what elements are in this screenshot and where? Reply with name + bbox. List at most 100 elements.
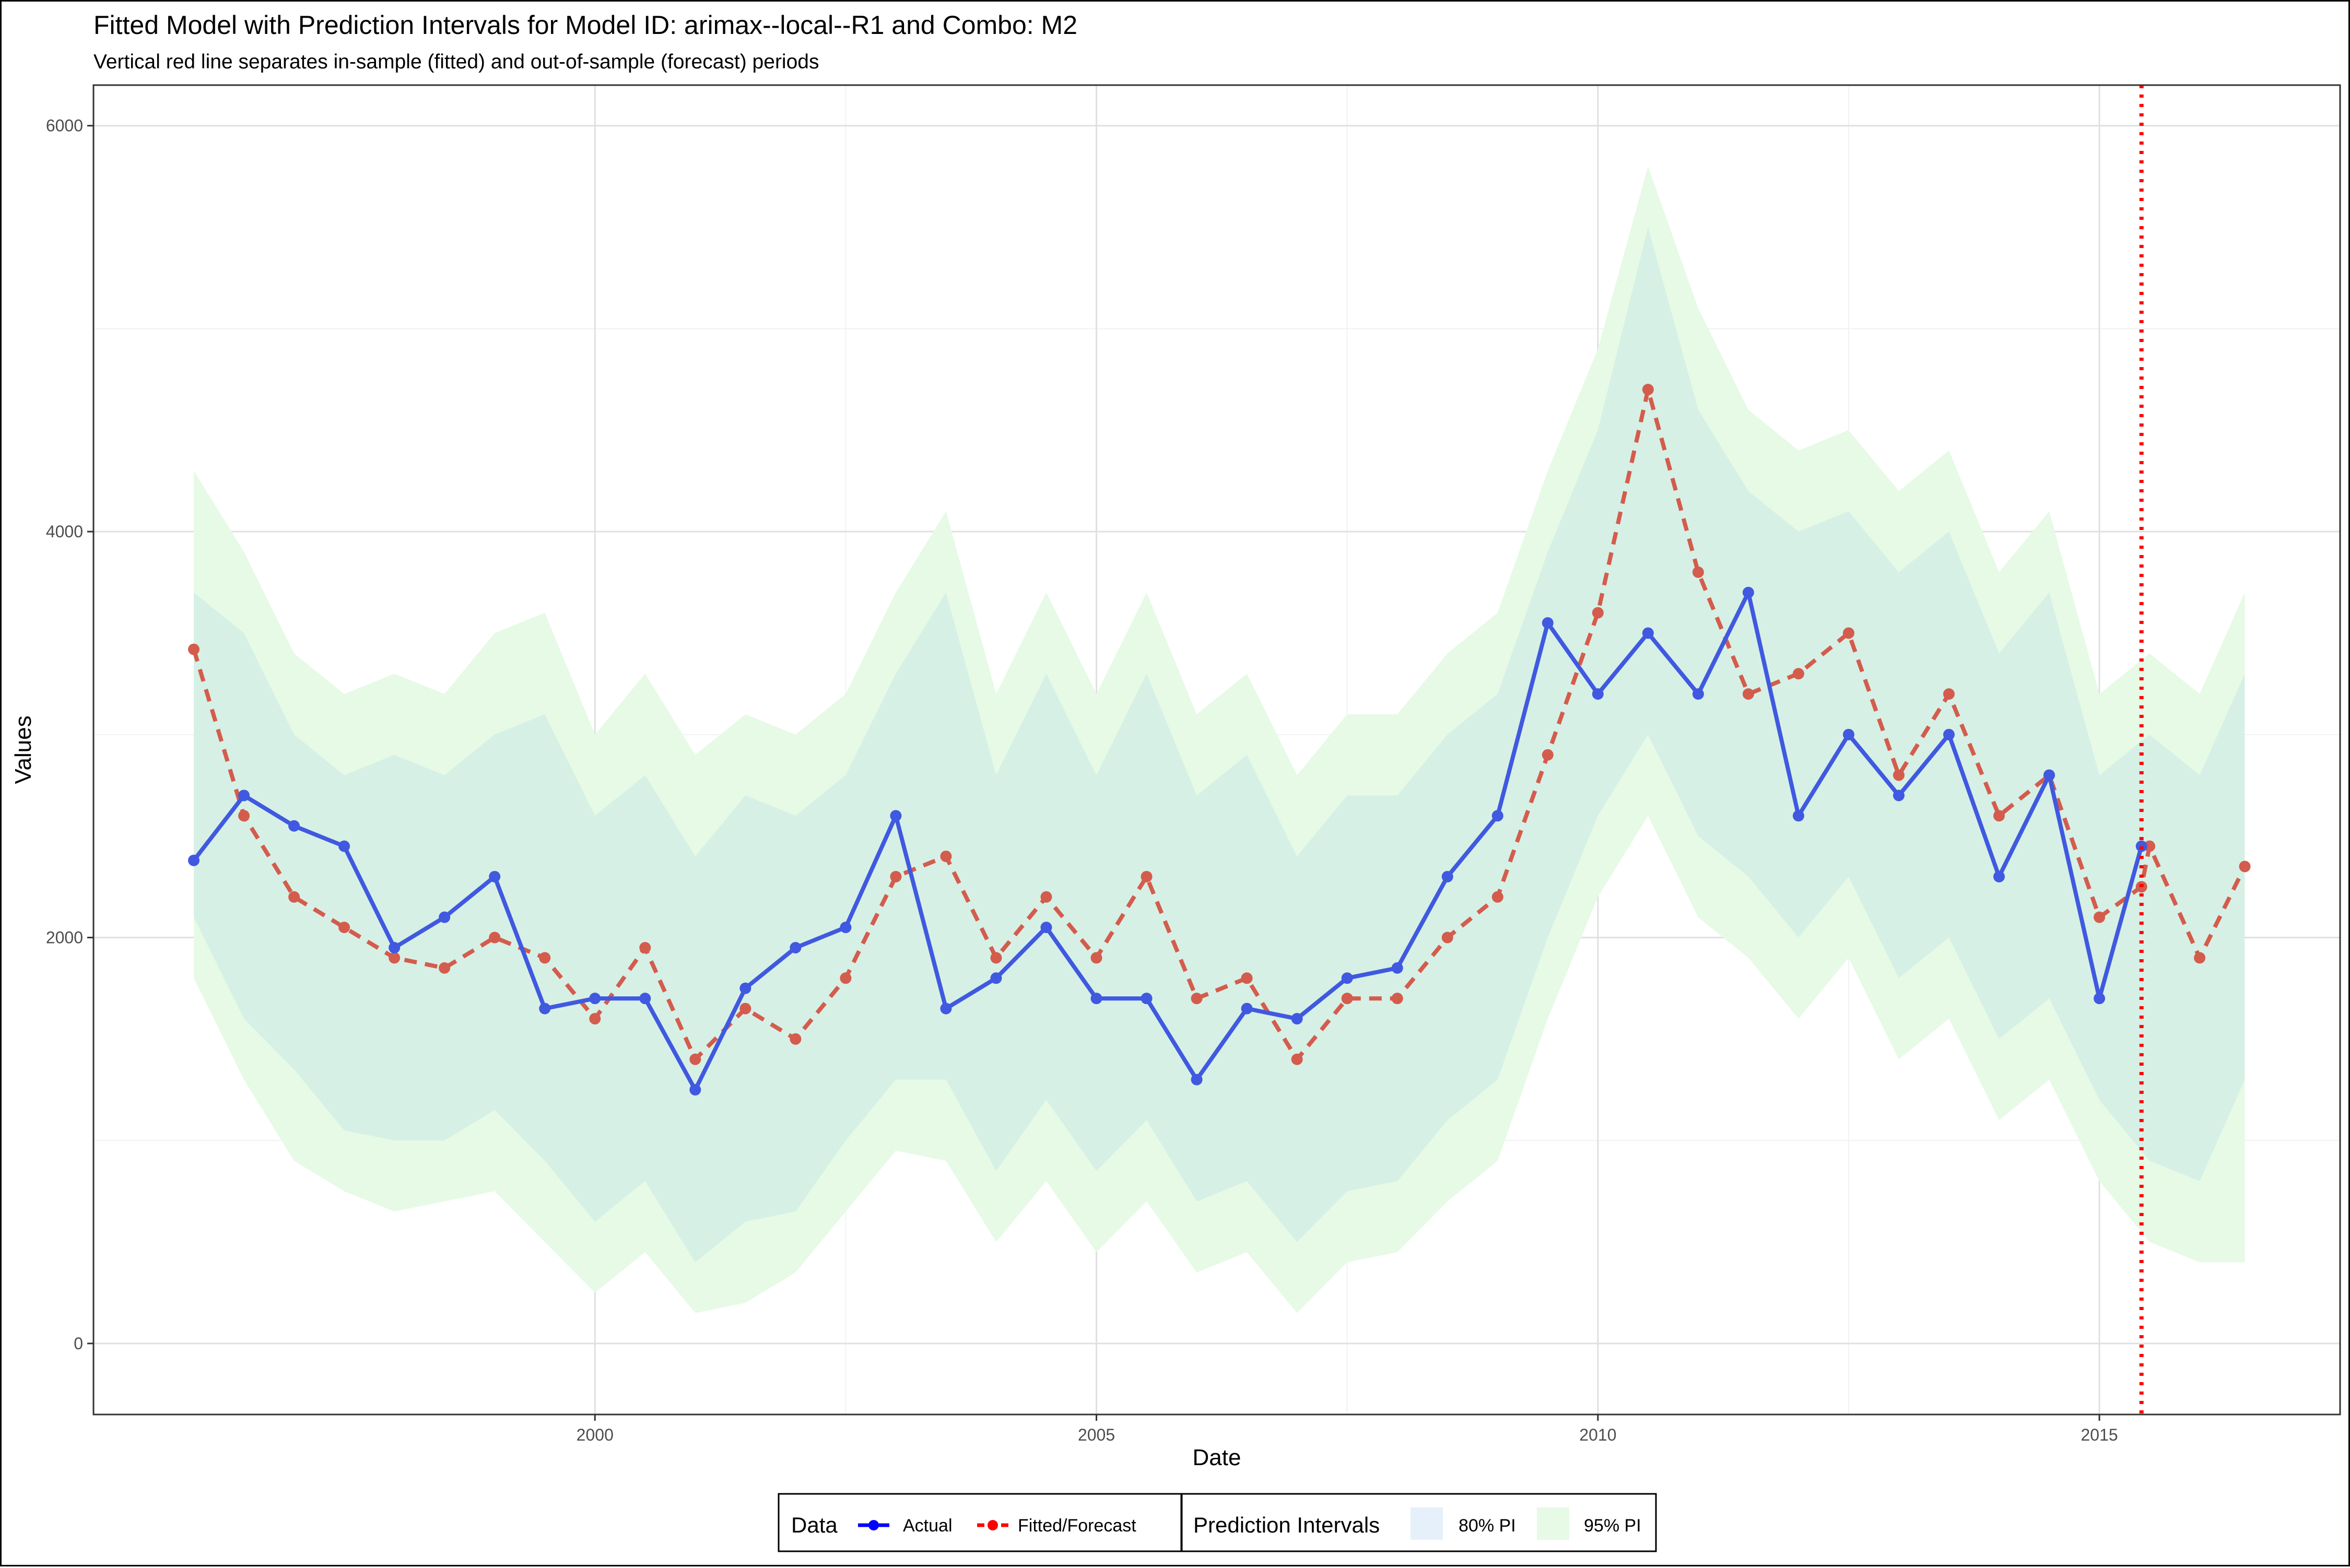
actual-point	[1692, 688, 1704, 700]
legend-data-box	[778, 1493, 1182, 1552]
legend-data: Data Actual Fitted/Forecast	[778, 1493, 1182, 1552]
actual-point	[1241, 1003, 1253, 1015]
panel-border	[92, 84, 2341, 1416]
fitted-point	[790, 1033, 802, 1045]
actual-point	[288, 820, 300, 832]
actual-point	[2043, 769, 2055, 781]
actual-point	[389, 941, 401, 953]
pi80-band	[194, 227, 2245, 1263]
actual-point	[1040, 922, 1052, 934]
fitted-point	[940, 851, 952, 863]
actual-point	[990, 972, 1002, 984]
fitted-point	[739, 1003, 751, 1015]
fitted-point	[990, 952, 1002, 964]
fitted-point	[1090, 952, 1102, 964]
actual-point	[1592, 688, 1604, 700]
fitted-point	[890, 870, 902, 882]
actual-point	[589, 993, 601, 1005]
fitted-point	[2239, 860, 2251, 873]
actual-point	[1191, 1074, 1203, 1086]
fitted-point	[1191, 993, 1203, 1005]
plot-area: 0 2000 4000 6000 2000 2005 2010 2015	[46, 84, 2341, 1444]
fitted-point	[1391, 993, 1403, 1005]
fitted-point	[539, 952, 551, 964]
chart-subtitle: Vertical red line separates in-sample (f…	[93, 51, 819, 73]
fitted-point	[2144, 840, 2156, 852]
x-tick-label: 2010	[1579, 1425, 1616, 1444]
legend-pi: Prediction Intervals 80% PI 95% PI	[1181, 1493, 1657, 1552]
legend-pi95-label: 95% PI	[1584, 1516, 1641, 1536]
actual-point	[1893, 789, 1905, 801]
fitted-point	[1542, 749, 1554, 761]
fitted-point	[689, 1053, 701, 1065]
legend-pi95-swatch	[1537, 1507, 1569, 1540]
actual-point	[338, 840, 350, 852]
actual-point	[439, 911, 451, 923]
actual-point	[539, 1003, 551, 1015]
fitted-point	[1141, 870, 1153, 882]
fitted-point	[639, 941, 651, 953]
actual-point	[1291, 1013, 1303, 1025]
legend-pi80-swatch	[1411, 1507, 1443, 1540]
actual-point	[1090, 993, 1102, 1005]
fitted-point	[1642, 384, 1654, 396]
actual-point	[840, 922, 852, 934]
fitted-point	[1491, 891, 1503, 903]
legend-actual-label: Actual	[903, 1516, 953, 1536]
actual-point	[2094, 993, 2106, 1005]
fitted-point	[1592, 607, 1604, 619]
fitted-point	[1692, 566, 1704, 578]
legend-data-title: Data	[791, 1513, 838, 1537]
y-tick-label: 6000	[46, 116, 83, 135]
fitted-point	[1441, 932, 1453, 944]
fitted-point	[1040, 891, 1052, 903]
actual-point	[790, 941, 802, 953]
legend-actual-marker	[868, 1520, 879, 1530]
actual-point	[1491, 810, 1503, 822]
actual-point	[1742, 586, 1754, 598]
x-tick-label: 2015	[2081, 1425, 2118, 1444]
actual-point	[1842, 728, 1854, 740]
y-tick-label: 0	[74, 1334, 83, 1353]
fitted-point	[288, 891, 300, 903]
x-axis-title: Date	[1193, 1445, 1241, 1470]
fitted-point	[1893, 769, 1905, 781]
actual-point	[1943, 728, 1955, 740]
actual-point	[238, 789, 250, 801]
fitted-point	[1993, 810, 2005, 822]
x-tick-label: 2000	[577, 1425, 614, 1444]
legend-fitted-marker	[988, 1520, 998, 1530]
legend-pi-title: Prediction Intervals	[1193, 1513, 1380, 1537]
actual-point	[940, 1003, 952, 1015]
actual-point	[1642, 627, 1654, 639]
actual-point	[689, 1084, 701, 1096]
fitted-point	[840, 972, 852, 984]
fitted-point	[2194, 952, 2206, 964]
fitted-point	[1291, 1053, 1303, 1065]
actual-point	[2135, 840, 2147, 852]
x-tick-label: 2005	[1078, 1425, 1115, 1444]
actual-point	[1441, 870, 1453, 882]
actual-point	[1993, 870, 2005, 882]
actual-point	[1141, 993, 1153, 1005]
y-tick-label: 2000	[46, 928, 83, 947]
fitted-point	[1792, 668, 1804, 680]
y-axis-title: Values	[10, 715, 36, 784]
actual-point	[1391, 962, 1403, 974]
fitted-point	[1341, 993, 1353, 1005]
fitted-point	[389, 952, 401, 964]
fitted-point	[238, 810, 250, 822]
actual-point	[188, 854, 200, 866]
actual-point	[890, 810, 902, 822]
legend-pi80-label: 80% PI	[1459, 1516, 1516, 1536]
actual-point	[489, 870, 501, 882]
actual-line	[192, 590, 2144, 1092]
actual-point	[1341, 972, 1353, 984]
fitted-point	[1241, 972, 1253, 984]
fitted-point	[1742, 688, 1754, 700]
fitted-point	[439, 962, 451, 974]
actual-point	[1542, 617, 1554, 629]
actual-point	[1792, 810, 1804, 822]
